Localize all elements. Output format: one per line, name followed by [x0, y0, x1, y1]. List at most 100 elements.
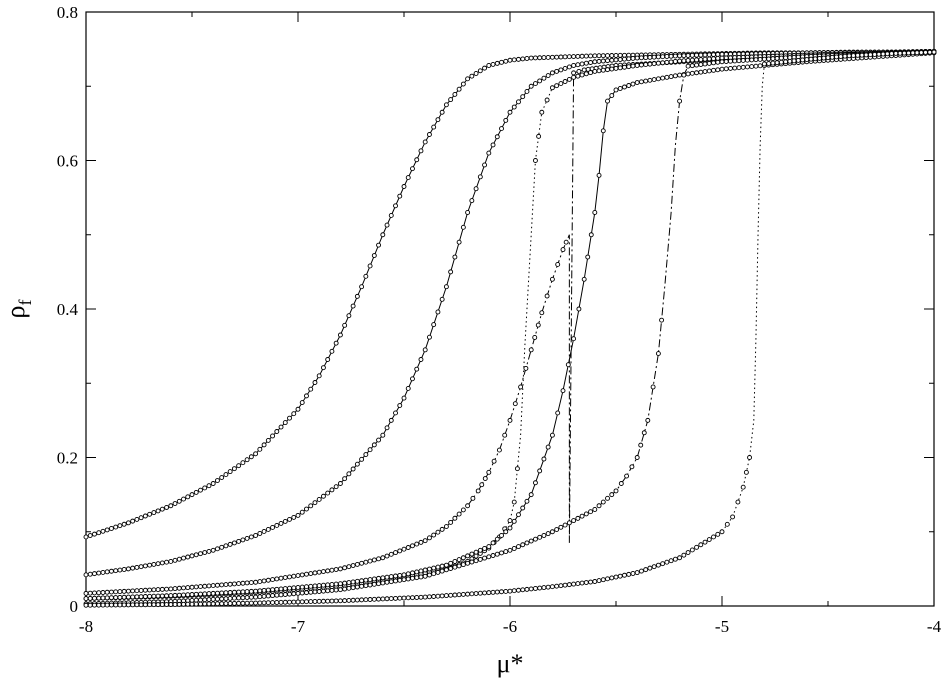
- data-point: [511, 57, 517, 63]
- data-point: [253, 588, 259, 594]
- data-point: [465, 503, 471, 509]
- data-point: [138, 515, 144, 521]
- data-point: [668, 558, 674, 564]
- data-point: [155, 561, 161, 567]
- data-point: [630, 63, 636, 69]
- data-point: [523, 365, 529, 371]
- data-point: [668, 59, 674, 65]
- data-point: [520, 587, 526, 593]
- data-point: [202, 583, 208, 589]
- data-point: [418, 574, 424, 580]
- data-point: [401, 546, 407, 552]
- data-point: [503, 58, 509, 64]
- data-point: [193, 601, 199, 607]
- data-point: [698, 52, 704, 58]
- data-point: [634, 55, 640, 61]
- data-point: [496, 447, 502, 453]
- data-point: [172, 586, 178, 592]
- data-point: [164, 593, 170, 599]
- data-point: [456, 592, 462, 598]
- data-point: [337, 481, 343, 486]
- data-point: [588, 509, 594, 515]
- data-point: [893, 50, 899, 56]
- data-point: [494, 60, 500, 66]
- data-point: [592, 507, 598, 512]
- data-point: [92, 595, 97, 601]
- data-point: [244, 595, 250, 600]
- data-point: [295, 584, 301, 590]
- data-point: [308, 589, 314, 595]
- data-point: [643, 62, 649, 68]
- data-point: [142, 587, 148, 593]
- data-point: [312, 589, 318, 595]
- data-point: [227, 601, 233, 606]
- data-point: [532, 55, 538, 61]
- data-point: [181, 592, 186, 598]
- data-point: [337, 581, 343, 587]
- data-point: [499, 59, 504, 65]
- data-point: [350, 466, 356, 472]
- data-point: [689, 57, 695, 63]
- data-point: [524, 586, 530, 592]
- data-point: [647, 77, 653, 83]
- data-point: [274, 586, 280, 592]
- data-point: [96, 602, 102, 608]
- data-point: [244, 589, 250, 595]
- y-axis-label-subscript: f: [15, 300, 35, 306]
- data-point: [532, 480, 538, 486]
- data-point: [571, 518, 577, 524]
- data-point: [193, 591, 199, 597]
- data-point: [125, 588, 131, 594]
- data-point: [325, 582, 331, 588]
- data-point: [532, 586, 538, 591]
- data-point: [460, 591, 466, 597]
- data-point: [410, 166, 415, 172]
- data-point: [562, 79, 568, 84]
- data-point: [475, 488, 481, 494]
- data-point: [549, 529, 555, 535]
- data-point: [596, 58, 602, 64]
- data-point: [448, 566, 454, 571]
- data-point: [452, 559, 458, 564]
- data-point: [702, 61, 708, 67]
- data-point: [494, 551, 500, 557]
- data-point: [565, 362, 571, 368]
- data-point: [117, 602, 123, 608]
- data-point: [299, 584, 305, 590]
- data-point: [711, 67, 716, 73]
- data-point: [193, 552, 199, 558]
- data-point: [316, 373, 322, 379]
- data-point: [469, 198, 475, 204]
- data-point: [477, 556, 483, 562]
- data-point: [189, 592, 195, 597]
- data-point: [83, 590, 89, 596]
- data-point: [367, 263, 373, 269]
- data-point: [236, 589, 242, 595]
- data-point: [664, 559, 670, 565]
- tick-marks: [85, 11, 935, 607]
- data-point: [397, 403, 403, 408]
- data-point: [702, 52, 708, 58]
- data-point: [647, 565, 653, 571]
- data-point: [320, 598, 326, 604]
- data-point: [198, 551, 203, 557]
- data-point: [363, 597, 369, 603]
- data-point: [460, 555, 466, 561]
- data-point: [554, 583, 560, 589]
- data-point: [282, 518, 288, 524]
- data-point: [850, 53, 856, 59]
- data-point: [622, 64, 627, 70]
- data-point: [740, 58, 746, 63]
- series-line: [85, 52, 935, 600]
- data-point: [600, 58, 606, 64]
- data-point: [376, 575, 382, 581]
- data-point: [740, 64, 746, 70]
- data-point: [435, 569, 441, 575]
- data-point: [108, 589, 114, 595]
- data-point: [316, 497, 322, 502]
- data-point: [732, 58, 738, 64]
- data-point: [482, 65, 488, 71]
- data-point: [299, 599, 305, 605]
- data-point: [159, 593, 165, 599]
- data-point: [448, 592, 454, 598]
